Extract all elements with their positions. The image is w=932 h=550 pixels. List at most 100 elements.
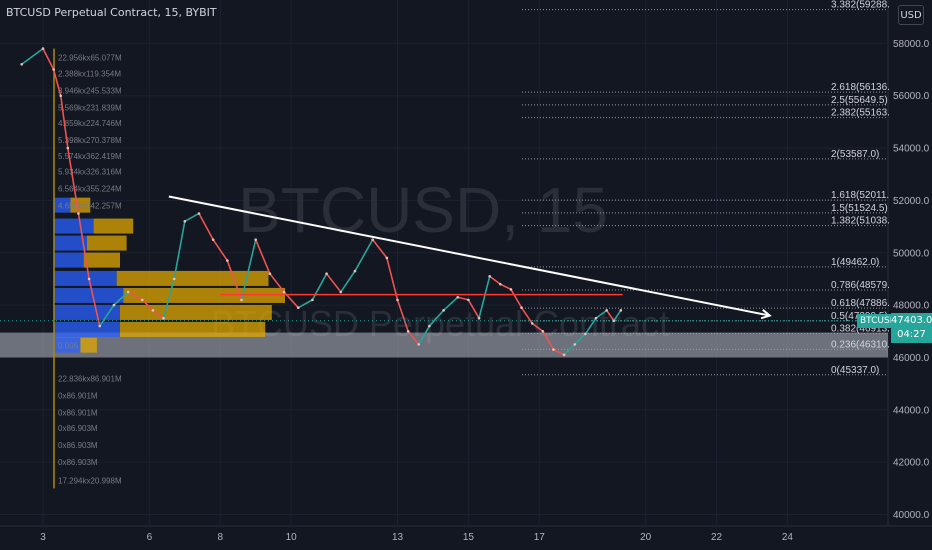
price-segment	[339, 270, 356, 293]
price-point	[594, 316, 598, 320]
price-tick-label: 56000.0	[893, 91, 930, 102]
price-point	[509, 288, 513, 291]
price-segment	[212, 238, 229, 262]
price-segment	[520, 306, 534, 325]
last-price-symbol-tag: BTCUSD	[857, 314, 900, 328]
price-point	[183, 220, 187, 223]
price-point	[52, 68, 55, 71]
price-point	[467, 298, 470, 302]
time-tick-label: 15	[463, 532, 475, 543]
price-segment	[77, 212, 90, 280]
price-point	[353, 269, 357, 273]
time-tick-label: 17	[534, 532, 546, 543]
trendline-arrow-icon	[760, 309, 772, 320]
price-point	[59, 94, 63, 97]
volume-bar-gold	[120, 321, 266, 337]
price-point	[282, 290, 286, 294]
price-point	[197, 212, 201, 215]
price-point	[339, 290, 343, 294]
price-segment	[20, 47, 44, 66]
price-segment	[184, 212, 200, 223]
time-tick-label: 22	[711, 532, 723, 543]
volume-bin-label: 0x86.903M	[58, 424, 98, 433]
volume-bar-gold	[93, 218, 134, 234]
price-segment	[510, 288, 523, 309]
volume-bin-label: 0.006	[58, 342, 79, 351]
price-tick-label: 42000.0	[893, 458, 930, 469]
price-tick-label: 50000.0	[893, 248, 930, 259]
currency-button[interactable]: USD	[898, 5, 924, 25]
price-segment	[254, 238, 271, 275]
price-point	[605, 309, 608, 312]
price-segment	[612, 309, 622, 322]
volume-bin-label: 0x86.903M	[58, 441, 98, 450]
price-segment	[456, 296, 470, 301]
price-segment	[311, 272, 328, 301]
price-point	[619, 309, 623, 312]
price-segment	[605, 309, 615, 322]
price-segment	[141, 299, 154, 312]
volume-bar-gold	[70, 197, 91, 213]
volume-bin-label: 6.564kx355.224M	[58, 185, 122, 194]
fib-level-label: 1(49462.0)	[831, 257, 879, 268]
volume-bin-label: 5.569kx231.839M	[58, 103, 122, 112]
price-segment	[407, 330, 420, 346]
price-point	[612, 319, 616, 323]
volume-bin-label: 2.388kx119.354M	[58, 69, 121, 78]
price-point	[268, 272, 272, 275]
price-segment	[173, 220, 186, 280]
price-point	[530, 322, 534, 325]
price-tick-label: 44000.0	[893, 405, 930, 416]
chart-title: BTCUSD Perpetual Contract, 15, BYBIT	[6, 6, 217, 19]
volume-bin-label: 0x86.901M	[58, 391, 98, 400]
price-segment	[531, 322, 544, 333]
trendline	[168, 195, 770, 317]
price-point	[456, 295, 460, 299]
price-tick-label: 40000.0	[893, 510, 930, 521]
fib-level-label: 1.382(51038.	[831, 216, 890, 227]
drawn-lines	[0, 195, 888, 322]
volume-profile: 22.956kx65.077M 2.388kx119.354M 3.946kx245…	[53, 48, 285, 489]
price-point	[499, 282, 502, 286]
price-tick-label: 52000.0	[893, 196, 930, 207]
time-axis: 3 6 8 10 13 15 17 20 22 24	[40, 532, 793, 543]
price-segment	[563, 343, 576, 356]
volume-bin-label: 4.859kx224.746M	[58, 119, 122, 128]
price-point	[254, 238, 257, 241]
price-segment	[542, 330, 555, 351]
last-price-value: 47403.0	[891, 315, 932, 326]
price-point	[552, 348, 555, 351]
price-segment	[584, 317, 597, 335]
volume-bar-blue	[54, 304, 120, 320]
time-tick-label: 10	[286, 532, 298, 543]
price-point	[562, 353, 566, 357]
price-segment	[127, 291, 144, 301]
volume-bin-label: 5.574kx362.419M	[58, 152, 122, 161]
time-tick-label: 13	[392, 532, 404, 543]
volume-bar-blue	[54, 287, 124, 303]
price-segment	[240, 238, 257, 301]
volume-bar-gold	[83, 252, 120, 268]
price-point	[112, 303, 116, 307]
price-point	[41, 47, 45, 50]
price-tick-label: 46000.0	[893, 353, 930, 364]
price-segment	[269, 272, 285, 293]
bar-countdown: 04:27	[897, 329, 926, 340]
price-segment	[428, 309, 445, 327]
price-segment	[442, 296, 459, 312]
price-segment	[354, 238, 374, 272]
price-point	[406, 329, 410, 333]
time-tick-label: 20	[640, 532, 652, 543]
volume-bar-gold	[87, 235, 127, 251]
price-segment	[113, 291, 129, 306]
fib-level-label: 0.618(47886.	[831, 298, 890, 309]
price-segment	[42, 47, 55, 71]
price-segment	[226, 259, 243, 301]
price-point	[66, 146, 70, 150]
price-segment	[386, 257, 399, 301]
price-tick-label: 54000.0	[893, 144, 930, 155]
price-segment	[88, 278, 101, 327]
price-segment	[552, 348, 565, 356]
